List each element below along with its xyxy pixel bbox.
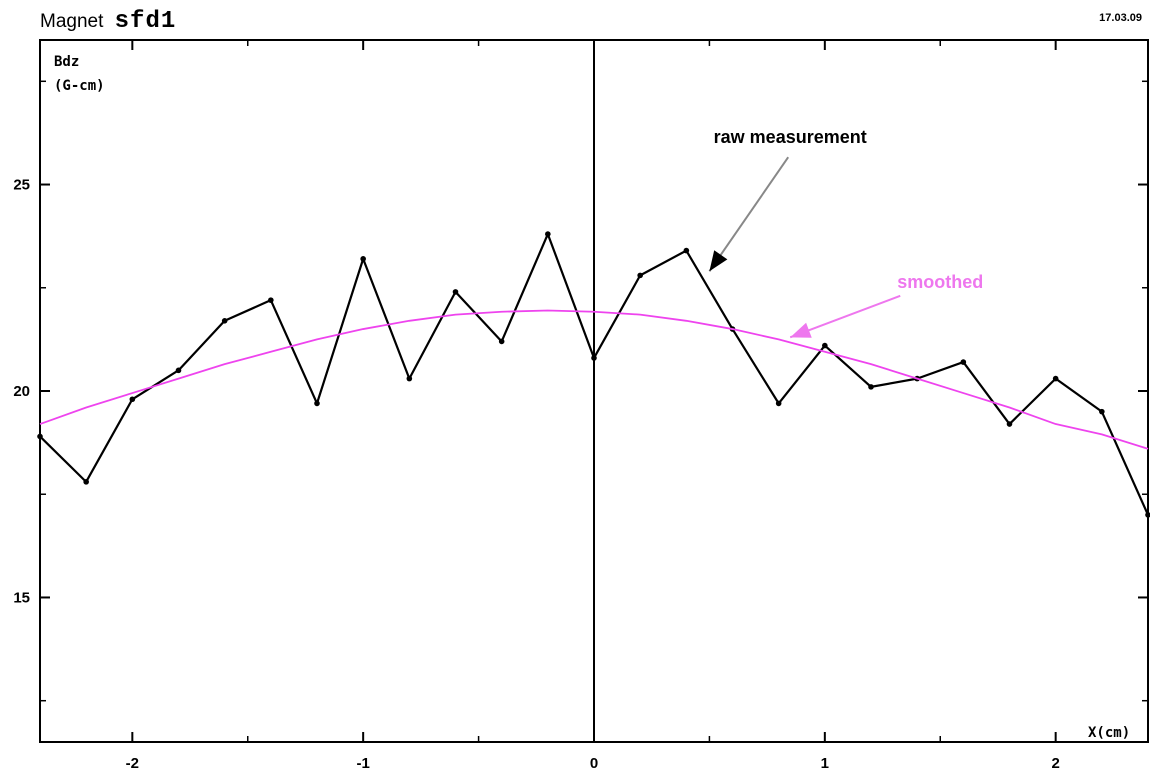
x-tick-label: -1 bbox=[356, 755, 369, 772]
raw-data-point bbox=[314, 400, 320, 407]
raw-data-point bbox=[452, 289, 459, 295]
raw-data-point bbox=[591, 355, 597, 361]
raw-data-point bbox=[1052, 375, 1059, 382]
x-tick-label: 1 bbox=[821, 755, 829, 772]
annotations-group: raw measurement smoothed bbox=[708, 127, 983, 339]
ticks-group: -2 -1 0 1 2 15 20 25 bbox=[13, 40, 1148, 772]
x-tick-label: 0 bbox=[590, 755, 598, 772]
raw-data-point bbox=[37, 433, 43, 440]
y-axis-label-unit: (G-cm) bbox=[54, 78, 105, 94]
raw-data-point bbox=[960, 359, 967, 365]
y-tick-label: 25 bbox=[13, 177, 30, 194]
raw-data-point bbox=[637, 272, 643, 279]
raw-data-point bbox=[498, 338, 505, 345]
raw-measurement-annotation: raw measurement bbox=[714, 127, 867, 147]
raw-data-point bbox=[1099, 408, 1105, 415]
smoothed-annotation: smoothed bbox=[897, 272, 983, 292]
x-axis-label: X(cm) bbox=[1088, 725, 1130, 741]
chart-date: 17.03.09 bbox=[1099, 12, 1142, 24]
annotation-arrow-head bbox=[790, 322, 812, 338]
smoothed-line bbox=[39, 309, 1149, 450]
raw-data-point bbox=[822, 342, 828, 349]
raw-data-point bbox=[83, 479, 89, 485]
raw-data-point bbox=[360, 256, 366, 262]
x-tick-label: -2 bbox=[126, 755, 139, 772]
y-tick-label: 20 bbox=[13, 383, 30, 400]
magnet-prefix: Magnet bbox=[40, 11, 104, 32]
raw-data-point bbox=[268, 297, 274, 303]
raw-data-point bbox=[545, 231, 551, 237]
x-tick-label: 2 bbox=[1051, 755, 1059, 772]
y-tick-label: 15 bbox=[13, 589, 30, 606]
annotation-arrow-shaft bbox=[708, 156, 790, 272]
chart-header: Magnet sfd1 bbox=[40, 8, 176, 35]
raw-data-point bbox=[775, 400, 782, 407]
raw-data-point bbox=[1145, 512, 1150, 518]
raw-data-point bbox=[406, 375, 413, 382]
magnet-name: sfd1 bbox=[114, 8, 177, 35]
y-axis-label-quantity: Bdz bbox=[54, 54, 79, 70]
raw-data-point bbox=[221, 318, 228, 324]
annotation-arrow-head bbox=[709, 250, 728, 272]
series-group bbox=[37, 231, 1150, 518]
raw-data-point bbox=[129, 396, 136, 403]
raw-data-point bbox=[868, 384, 874, 390]
raw-data-point bbox=[175, 367, 182, 374]
raw-data-point bbox=[1006, 421, 1013, 427]
raw-data-point bbox=[683, 247, 690, 254]
